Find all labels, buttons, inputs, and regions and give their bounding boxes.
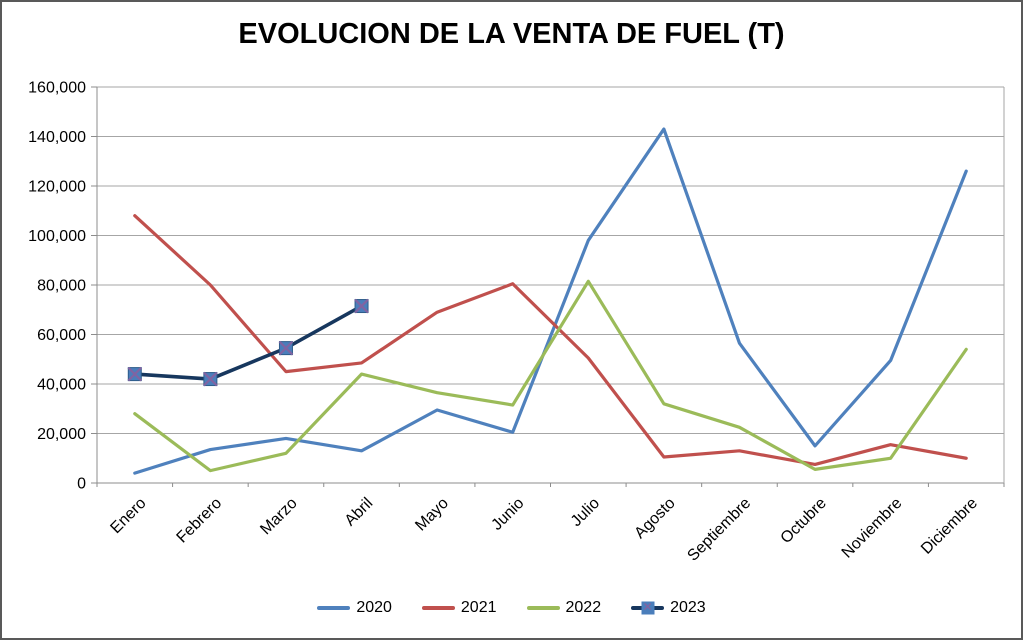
- x-axis-label: Julio: [568, 495, 603, 530]
- legend-line-sample-2021: [421, 606, 455, 610]
- legend-label-2021: 2021: [460, 599, 497, 616]
- y-axis-label: 40,000: [37, 377, 86, 394]
- series-line-2020: [133, 127, 968, 475]
- x-axis-label: Septiembre: [684, 495, 754, 565]
- x-axis-label: Abril: [342, 495, 377, 530]
- legend-marker-square-x-icon: ✕: [641, 601, 655, 615]
- legend-item-2023: ✕ 2023: [631, 599, 706, 617]
- marker-x-stroke: [203, 371, 218, 387]
- legend-item-2022: 2022: [526, 599, 602, 617]
- legend-item-2020: 2020: [317, 599, 392, 617]
- x-axis-label: Marzo: [257, 495, 301, 539]
- marker-x-stroke: [127, 366, 143, 382]
- legend-label-2023: 2023: [670, 599, 706, 616]
- y-axis-label: 120,000: [28, 179, 86, 196]
- y-axis-label: 0: [77, 476, 86, 493]
- legend-label-2022: 2022: [565, 599, 602, 616]
- x-axis-label: Agosto: [631, 495, 678, 542]
- y-axis-label: 60,000: [37, 327, 86, 344]
- series-line-2022: [133, 279, 968, 473]
- legend-item-2021: 2021: [421, 599, 497, 617]
- legend-line-sample-2023: ✕: [631, 601, 665, 615]
- x-axis-label: Octubre: [778, 495, 830, 547]
- marker-x-stroke: [278, 340, 294, 356]
- x-axis-label: Diciembre: [918, 495, 981, 558]
- y-axis-label: 160,000: [28, 80, 86, 97]
- x-axis-label: Junio: [488, 495, 527, 534]
- y-axis-label: 100,000: [28, 228, 86, 245]
- chart-title: EVOLUCION DE LA VENTA DE FUEL (T): [238, 18, 785, 50]
- legend-line-sample-2020: [317, 606, 351, 610]
- y-axis-label: 20,000: [37, 426, 86, 443]
- legend-label-2020: 2020: [356, 599, 392, 616]
- series-line-2023: [132, 304, 364, 381]
- x-axis-label: Mayo: [412, 495, 452, 535]
- x-axis-label: Enero: [107, 495, 149, 537]
- legend-line-sample-2022: [526, 606, 560, 610]
- chart-legend: 2020 2021 2022 ✕ 2023: [2, 599, 1021, 617]
- x-axis-label: Febrero: [174, 495, 226, 547]
- marker-x-stroke: [354, 298, 369, 314]
- y-axis-label: 140,000: [28, 129, 86, 146]
- series-line-2021: [133, 214, 968, 467]
- y-axis-label: 80,000: [37, 278, 86, 295]
- x-axis-label: Noviembre: [839, 495, 906, 562]
